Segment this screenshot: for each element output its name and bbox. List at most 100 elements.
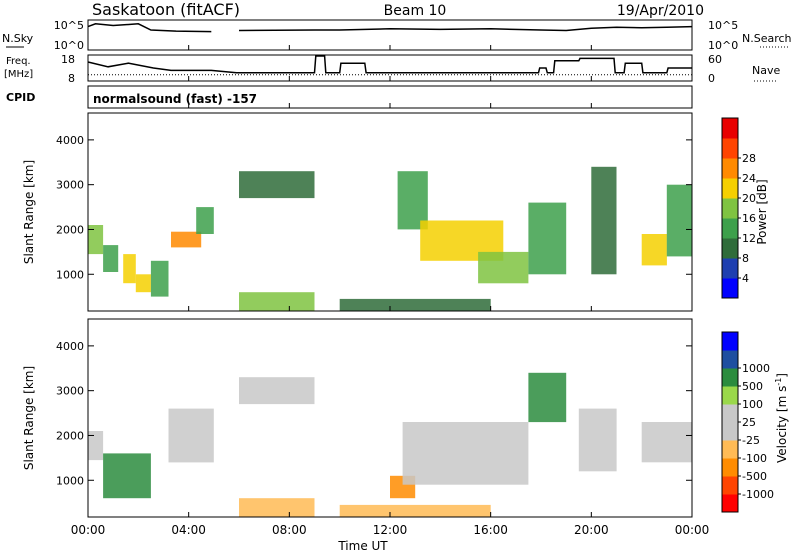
time-axis-ticks: 00:00 04:00 08:00 12:00 16:00 20:00 00:00 xyxy=(71,45,710,537)
power-echo-region xyxy=(397,171,428,230)
freq-unit-label: [MHz] xyxy=(4,69,33,80)
velocity-colorbar: -1000 -500 -100 -25 25 100 500 1000 xyxy=(721,331,774,513)
power-colorbar-tick-label: 16 xyxy=(742,212,756,225)
time-axis-label: Time UT xyxy=(337,539,388,553)
freq-series-line xyxy=(87,55,692,76)
power-ytick-label: 2000 xyxy=(56,223,84,236)
velocity-echo-region xyxy=(339,504,491,517)
power-colorbar-tick-label: 20 xyxy=(742,192,756,205)
power-colorbar-frame xyxy=(721,117,739,299)
velocity-colorbar-tick-label: 1000 xyxy=(742,362,770,375)
power-echo-region xyxy=(171,231,202,248)
velocity-echo-region xyxy=(239,498,315,517)
velocity-ytick-label: 3000 xyxy=(56,385,84,398)
velocity-colorbar-swatch xyxy=(722,494,738,513)
velocity-ylabel: Slant Range [km] xyxy=(22,366,36,470)
velocity-colorbar-swatch xyxy=(722,368,738,387)
velocity-colorbar-tick-label: 25 xyxy=(742,416,756,429)
power-colorbar-swatch xyxy=(722,118,738,139)
time-tick-label: 04:00 xyxy=(171,523,206,537)
velocity-colorbar-tick-label: 100 xyxy=(742,398,763,411)
power-colorbar-tick-label: 28 xyxy=(742,152,756,165)
power-colorbar-swatch xyxy=(722,218,738,239)
velocity-colorbar-tick-label: 500 xyxy=(742,380,763,393)
power-ytick-label: 1000 xyxy=(56,268,84,281)
nsky-series-line xyxy=(87,23,693,33)
power-colorbar-swatch xyxy=(722,258,738,279)
power-colorbar-swatch xyxy=(722,178,738,199)
power-echo-region xyxy=(339,298,491,311)
power-colorbar-tick-label: 4 xyxy=(742,272,749,285)
power-echo-region xyxy=(528,202,567,275)
power-colorbar-swatch xyxy=(722,198,738,219)
power-ytick-label: 3000 xyxy=(56,179,84,192)
power-echo-region xyxy=(123,254,136,284)
power-ylabel: Slant Range [km] xyxy=(22,160,36,264)
power-colorbar-tick-label: 12 xyxy=(742,232,756,245)
power-echo-region xyxy=(239,292,315,311)
power-echo-region xyxy=(135,274,151,293)
velocity-colorbar-swatch xyxy=(722,476,738,495)
velocity-colorbar-swatch xyxy=(722,440,738,459)
velocity-echo-region xyxy=(578,408,617,472)
power-echo-region xyxy=(591,166,617,275)
nsky-tick-bottom: 10^0 xyxy=(54,39,84,52)
time-tick-label: 00:00 xyxy=(71,523,106,537)
power-colorbar: 4 8 12 16 20 24 28 xyxy=(721,117,756,299)
velocity-y-ticks: 1000 2000 3000 4000 xyxy=(56,340,692,487)
power-echo-region xyxy=(478,251,529,284)
velocity-colorbar-swatch xyxy=(722,458,738,477)
time-tick-label: 20:00 xyxy=(574,523,609,537)
cpid-label: CPID xyxy=(6,91,35,104)
velocity-colorbar-tick-label: -1000 xyxy=(742,488,774,501)
velocity-echo-region xyxy=(168,408,214,463)
power-colorbar-swatch xyxy=(722,278,738,299)
date-title: 19/Apr/2010 xyxy=(617,3,704,19)
velocity-colorbar-swatch xyxy=(722,350,738,369)
nave-tick-0: 0 xyxy=(708,72,715,85)
beam-title: Beam 10 xyxy=(384,3,447,19)
power-panel xyxy=(88,166,692,311)
power-echo-region xyxy=(196,207,214,234)
velocity-colorbar-swatch xyxy=(722,332,738,351)
velocity-echo-region xyxy=(402,422,529,485)
time-tick-label: 00:00 xyxy=(675,523,710,537)
power-echo-region xyxy=(150,260,169,297)
velocity-ytick-label: 4000 xyxy=(56,340,84,353)
freq-line-series xyxy=(87,55,692,74)
power-echo-region xyxy=(88,225,104,255)
velocity-echo-region xyxy=(528,372,567,423)
velocity-colorbar-tick-label: -25 xyxy=(742,434,760,447)
nsky-line-segment xyxy=(238,25,693,32)
time-tick-label: 08:00 xyxy=(272,523,307,537)
velocity-colorbar-swatch xyxy=(722,404,738,423)
nsky-tick-top: 10^5 xyxy=(54,19,84,32)
nave-label: Nave xyxy=(752,64,780,77)
power-echo-region xyxy=(641,234,667,266)
station-title: Saskatoon (fitACF) xyxy=(92,0,240,19)
velocity-colorbar-tick-label: -100 xyxy=(742,452,767,465)
nave-tick-60: 60 xyxy=(708,53,722,66)
nsky-line-segment xyxy=(87,23,212,33)
nsearch-tick-top: 10^5 xyxy=(708,19,738,32)
nsearch-label: N.Search xyxy=(742,32,792,45)
power-colorbar-tick-label: 24 xyxy=(742,172,756,185)
time-tick-label: 16:00 xyxy=(473,523,508,537)
power-echo-region xyxy=(239,171,315,199)
time-tick-label: 12:00 xyxy=(373,523,408,537)
velocity-ytick-label: 2000 xyxy=(56,429,84,442)
power-echo-region xyxy=(103,245,119,272)
nsearch-tick-bottom: 10^0 xyxy=(708,39,738,52)
power-echo-region xyxy=(666,184,692,257)
velocity-echo-region xyxy=(103,453,151,499)
power-colorbar-swatch xyxy=(722,138,738,159)
velocity-ytick-label: 1000 xyxy=(56,474,84,487)
cpid-value: normalsound (fast) -157 xyxy=(93,92,257,106)
velocity-colorbar-label: Velocity [m s-1] xyxy=(774,373,789,463)
nsky-label: N.Sky xyxy=(2,32,34,45)
velocity-colorbar-swatch xyxy=(722,422,738,441)
velocity-colorbar-tick-label: -500 xyxy=(742,470,767,483)
power-colorbar-label: Power [dB] xyxy=(755,179,769,244)
power-colorbar-tick-label: 8 xyxy=(742,252,749,265)
